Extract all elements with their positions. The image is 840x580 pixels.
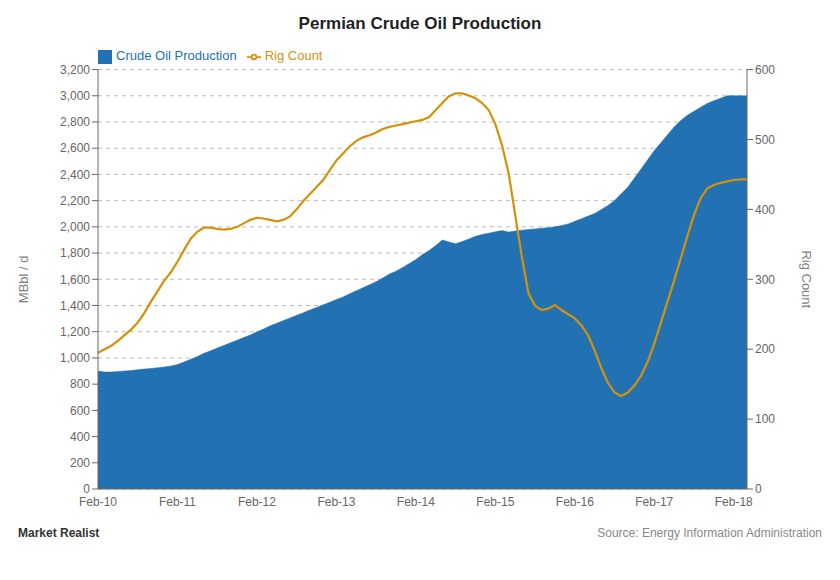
svg-text:Feb-16: Feb-16 bbox=[556, 495, 594, 509]
svg-text:3,000: 3,000 bbox=[60, 89, 90, 103]
svg-text:Feb-13: Feb-13 bbox=[317, 495, 355, 509]
svg-text:Rig Count: Rig Count bbox=[799, 250, 814, 308]
svg-text:Feb-18: Feb-18 bbox=[715, 495, 753, 509]
svg-text:800: 800 bbox=[70, 377, 90, 391]
svg-text:2,800: 2,800 bbox=[60, 115, 90, 129]
svg-text:600: 600 bbox=[70, 404, 90, 418]
svg-text:500: 500 bbox=[755, 133, 775, 147]
svg-text:Feb-10: Feb-10 bbox=[79, 495, 117, 509]
svg-text:300: 300 bbox=[755, 273, 775, 287]
svg-text:600: 600 bbox=[755, 63, 775, 77]
html-text:Source: Energy Information Adm: Source: Energy Information Administratio… bbox=[597, 526, 822, 540]
svg-text:400: 400 bbox=[70, 430, 90, 444]
svg-text:2,200: 2,200 bbox=[60, 194, 90, 208]
svg-text:1,400: 1,400 bbox=[60, 299, 90, 313]
html-text:Market Realist: Market Realist bbox=[18, 526, 100, 540]
svg-text:1,600: 1,600 bbox=[60, 273, 90, 287]
svg-text:200: 200 bbox=[70, 456, 90, 470]
svg-text:1,800: 1,800 bbox=[60, 246, 90, 260]
svg-text:0: 0 bbox=[83, 482, 90, 496]
svg-text:400: 400 bbox=[755, 203, 775, 217]
svg-text:2,000: 2,000 bbox=[60, 220, 90, 234]
svg-text:Feb-12: Feb-12 bbox=[238, 495, 276, 509]
svg-text:100: 100 bbox=[755, 412, 775, 426]
svg-text:Feb-17: Feb-17 bbox=[635, 495, 673, 509]
svg-text:200: 200 bbox=[755, 342, 775, 356]
svg-text:1,000: 1,000 bbox=[60, 351, 90, 365]
svg-text:Feb-15: Feb-15 bbox=[476, 495, 514, 509]
svg-text:0: 0 bbox=[755, 482, 762, 496]
svg-text:2,400: 2,400 bbox=[60, 168, 90, 182]
svg-text:Feb-14: Feb-14 bbox=[397, 495, 435, 509]
html-text:Crude Oil Production: Crude Oil Production bbox=[116, 48, 237, 63]
html-text:Permian Crude Oil Production: Permian Crude Oil Production bbox=[298, 14, 542, 33]
svg-text:2,600: 2,600 bbox=[60, 141, 90, 155]
svg-text:MBbl / d: MBbl / d bbox=[16, 255, 31, 303]
svg-text:1,200: 1,200 bbox=[60, 325, 90, 339]
svg-text:Feb-11: Feb-11 bbox=[159, 495, 196, 509]
svg-text:3,200: 3,200 bbox=[60, 63, 90, 77]
html-text:Rig Count: Rig Count bbox=[264, 48, 323, 63]
